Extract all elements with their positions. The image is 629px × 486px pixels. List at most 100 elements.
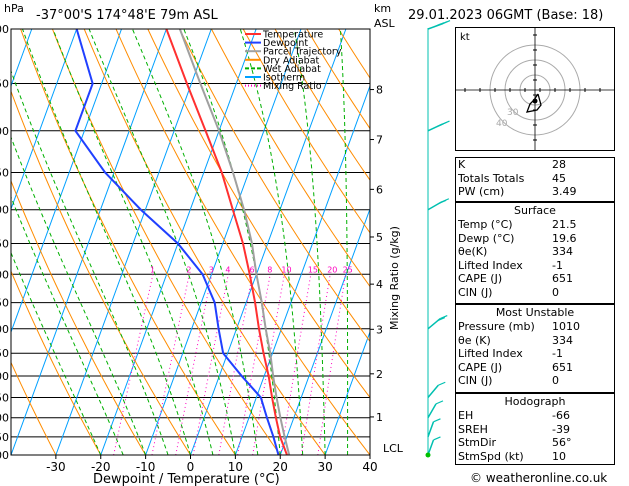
datetime-title: 29.01.2023 06GMT (Base: 18) [408, 8, 603, 23]
x-tick-label: -10 [136, 460, 156, 474]
wind-barb-flag [437, 317, 446, 322]
hodograph-ring-label: 30 [507, 108, 519, 118]
pressure-tick-label: 550 [0, 237, 9, 250]
x-tick-label: -20 [91, 460, 111, 474]
dry-adiabat-line [147, 29, 370, 399]
hodograph-ring-label: 40 [496, 119, 508, 129]
mixing-ratio-label: 1 [150, 265, 155, 274]
x-tick-label: -30 [46, 460, 66, 474]
table-row: CIN (J) 0 [456, 286, 614, 300]
x-tick-label: 0 [187, 460, 195, 474]
surface-box: Surface Temp (°C) 21.5 Dewp (°C) 19.6 θe(K) 3… [455, 202, 615, 304]
table-row: Lifted Index -1 [456, 259, 614, 273]
row-value: -1 [552, 258, 563, 272]
row-key: Dewp (°C) [458, 231, 515, 245]
legend-label: Temperature [262, 30, 323, 41]
storm-motion-marker [532, 98, 538, 104]
lcl-label: LCL [383, 442, 404, 455]
wet-adiabat-line [22, 29, 191, 455]
isotherm-line [145, 29, 302, 455]
dry-adiabat-line [11, 361, 57, 455]
most-unstable-title: Most Unstable [495, 306, 575, 319]
mixing-ratio-label: 15 [308, 265, 318, 274]
km-tick-label: 4 [376, 278, 383, 291]
mixing-ratio-label: 2 [186, 265, 191, 274]
isotherm-line [279, 207, 370, 455]
mixing-ratio-line [175, 274, 213, 455]
row-value: 1010 [552, 320, 580, 333]
dry-adiabat-line [11, 89, 191, 455]
pressure-tick-label: 700 [0, 323, 9, 336]
km-tick-label: 2 [376, 368, 383, 381]
table-row: Pressure (mb) 1010 [456, 320, 614, 334]
row-key: EH [458, 409, 474, 422]
table-row: StmDir 56° [456, 436, 614, 450]
row-key: StmSpd (kt) [458, 449, 524, 463]
temperature-line [165, 29, 288, 455]
mixing-ratio-line [300, 274, 331, 455]
wet-adiabat-line [239, 29, 304, 455]
km-tick-label: 7 [376, 134, 383, 147]
pressure-tick-label: 850 [0, 391, 9, 404]
pressure-tick-label: 450 [0, 166, 9, 179]
wet-adiabat-line [339, 29, 349, 455]
x-tick-label: 10 [228, 460, 243, 474]
wind-barb-flag [435, 400, 444, 405]
dewpoint-line [74, 29, 280, 455]
row-key: CIN (J) [458, 374, 493, 387]
pressure-tick-label: 950 [0, 431, 9, 444]
row-value: 45 [552, 171, 566, 185]
wind-barb-flag [438, 199, 447, 204]
wind-barb-flag [438, 381, 446, 386]
legend-label: Parcel Trajectory [263, 47, 342, 58]
km-tick-label: 6 [376, 183, 383, 196]
isotherm-line [234, 84, 370, 455]
row-key: Lifted Index [458, 347, 523, 360]
isotherm-line [100, 29, 257, 455]
pressure-tick-label: 300 [0, 23, 9, 36]
profiles [74, 29, 291, 455]
table-row: θe(K) 334 [456, 245, 614, 259]
dry-adiabat-line [179, 29, 370, 343]
background-lines: 1 2 3 4 6 8 10 15 20 25 [11, 29, 370, 455]
wind-barb [427, 421, 435, 438]
isotherm-line [55, 29, 212, 455]
wind-barb [427, 384, 439, 398]
row-key: PW (cm) [458, 185, 505, 198]
mixing-ratio-label: 25 [343, 265, 353, 274]
location-title: -37°00'S 174°48'E 79m ASL [36, 8, 218, 23]
wet-adiabat-line [11, 251, 102, 455]
mixing-ratio-label: 8 [267, 265, 272, 274]
wet-adiabat-line [11, 195, 124, 455]
row-value: 3.49 [552, 185, 577, 198]
row-value: 56° [552, 436, 572, 449]
mixing-ratio-label: 6 [249, 265, 254, 274]
table-row: StmSpd (kt) 10 [456, 450, 614, 464]
dry-adiabat-line [83, 29, 326, 455]
row-value: -39 [552, 422, 570, 436]
wet-adiabat-line [52, 29, 214, 455]
mixing-ratio-line [218, 274, 253, 455]
wet-adiabat-line [11, 135, 147, 455]
hodograph: kt 40 30 [455, 27, 615, 151]
table-row: Temp (°C) 21.5 [456, 218, 614, 232]
legend-label: Mixing Ratio [263, 81, 322, 92]
table-row: Dewp (°C) 19.6 [456, 232, 614, 246]
row-key: Lifted Index [458, 258, 523, 272]
row-key: CAPE (J) [458, 272, 503, 285]
mixing-ratio-line [192, 274, 229, 455]
mixing-ratio-line [280, 274, 312, 455]
row-value: 0 [552, 374, 559, 387]
hpa-label: hPa [4, 2, 24, 15]
km-tick-label: 1 [376, 411, 383, 424]
row-value: 651 [552, 360, 573, 374]
table-row: CIN (J) 0 [456, 374, 614, 388]
mixing-ratio-line [237, 274, 271, 455]
axes: 3003504004505005506006507007508008509009… [0, 23, 383, 474]
row-value: 28 [552, 158, 566, 171]
legend-label: Isotherm [263, 73, 305, 84]
row-value: 10 [552, 449, 566, 463]
table-row: EH -66 [456, 409, 614, 423]
